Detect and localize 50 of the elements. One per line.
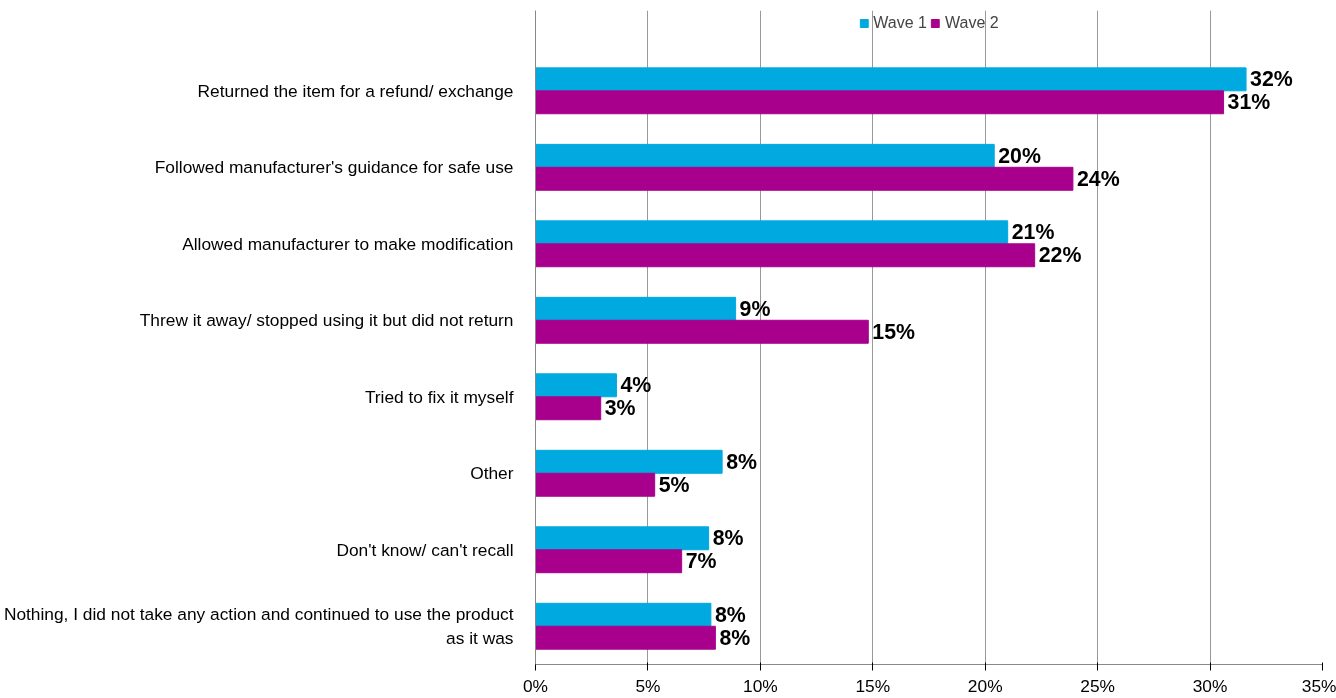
data-label: 15% [872, 319, 916, 344]
x-tick-label: 0% [522, 675, 549, 696]
bar [535, 143, 995, 168]
x-tick-label: 25% [1080, 675, 1115, 696]
bar [535, 449, 723, 474]
bar [535, 319, 869, 344]
bar [535, 373, 617, 398]
y-tick-label: Tried to fix it myself [364, 386, 514, 407]
data-label: 3% [604, 396, 636, 421]
data-label: 5% [658, 472, 690, 497]
data-label: 4% [620, 373, 652, 398]
data-label: 7% [685, 549, 717, 574]
x-tick-label: 10% [743, 675, 778, 696]
data-label: 8% [714, 602, 746, 627]
bar [535, 625, 716, 650]
bar [535, 90, 1225, 115]
data-label: 8% [719, 625, 751, 650]
y-tick-label: Nothing, I did not take any action and continued to use the product as it was [3, 604, 514, 649]
bar [535, 166, 1074, 191]
bar [535, 602, 712, 627]
data-label: 8% [726, 449, 757, 474]
x-tick-label: 15% [855, 675, 891, 696]
y-tick-label: Don't know/ can't recall [336, 539, 514, 560]
y-tick-label: Allowed manufacturer to make modification [182, 233, 514, 254]
bar [535, 396, 602, 421]
y-tick-label: Other [470, 463, 514, 484]
bar [535, 67, 1247, 92]
legend-label: Wave 2 [945, 14, 999, 32]
data-label: 8% [712, 526, 744, 551]
bar [535, 243, 1036, 268]
data-label: 22% [1038, 243, 1082, 268]
x-tick-label: 5% [635, 675, 661, 696]
data-label: 21% [1011, 220, 1055, 245]
bar [535, 472, 656, 497]
y-tick-label: Followed manufacturer's guidance for safe use [154, 157, 514, 178]
y-tick-label: Threw it away/ stopped using it but did not return [139, 310, 514, 331]
bar [535, 296, 737, 321]
data-label: 32% [1250, 67, 1293, 92]
bar [535, 526, 710, 551]
data-label: 24% [1076, 166, 1120, 191]
data-label: 31% [1227, 90, 1271, 115]
data-label: 20% [998, 143, 1041, 168]
x-tick-label: 35% [1301, 675, 1336, 696]
y-tick-label: Returned the item for a refund/ exchange [197, 80, 514, 101]
x-tick-label: 30% [1192, 675, 1228, 696]
bar [535, 220, 1009, 245]
bar [535, 549, 683, 574]
x-tick-label: 20% [967, 675, 1003, 696]
data-label: 9% [739, 296, 771, 321]
legend-label: Wave 1 [873, 14, 927, 32]
